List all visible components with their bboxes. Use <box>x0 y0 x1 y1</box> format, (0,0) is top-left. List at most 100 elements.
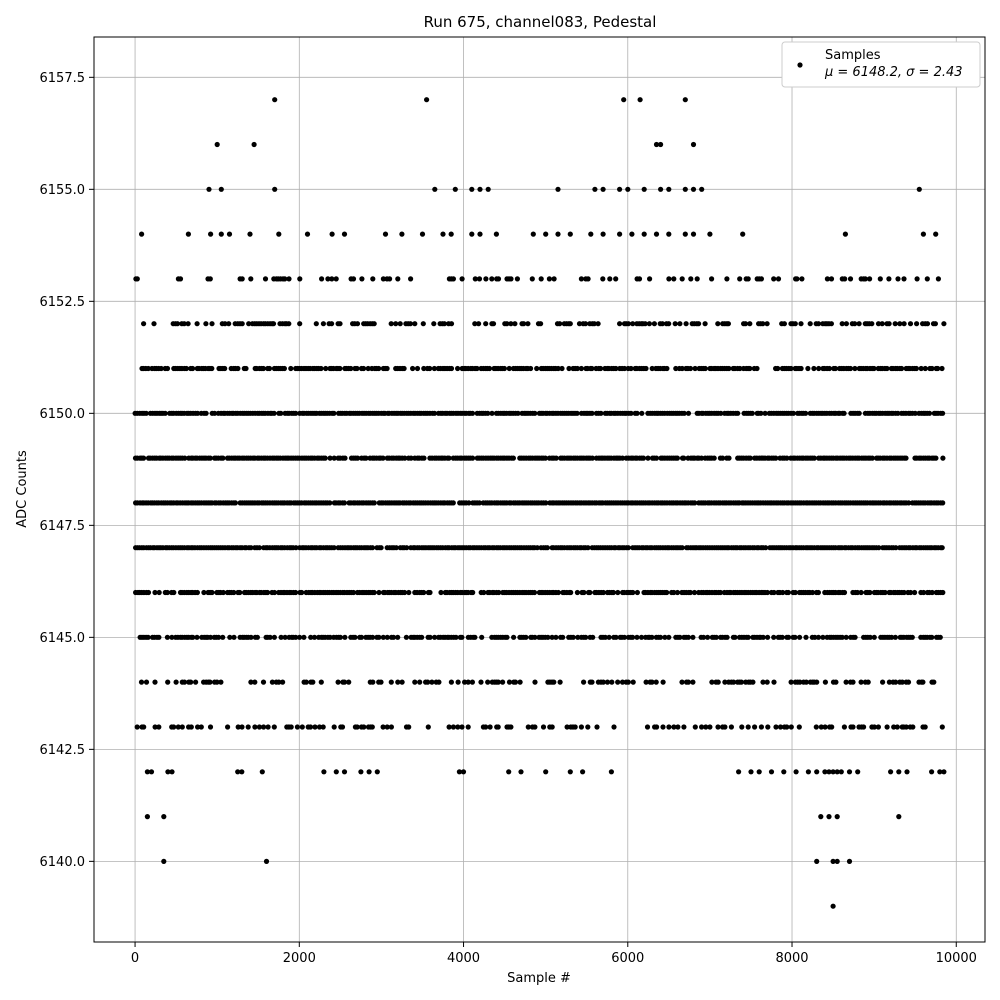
data-point <box>722 679 728 685</box>
data-point <box>903 455 909 461</box>
data-point <box>876 545 882 551</box>
data-point <box>479 634 485 640</box>
data-point <box>195 410 201 416</box>
x-tick-label: 10000 <box>936 951 977 966</box>
data-point <box>910 724 916 730</box>
data-point <box>666 634 672 640</box>
data-point <box>904 769 910 775</box>
data-point <box>194 321 200 327</box>
plot-frame <box>93 36 986 943</box>
data-point <box>341 500 347 506</box>
data-point <box>532 634 538 640</box>
data-point <box>531 589 538 596</box>
data-point <box>397 321 403 327</box>
data-point <box>742 321 749 327</box>
data-point <box>299 589 305 596</box>
data-point <box>271 410 277 416</box>
data-point <box>905 679 912 685</box>
data-point <box>725 321 732 327</box>
data-point <box>438 589 444 596</box>
x-tick-label: 2000 <box>283 951 316 966</box>
data-point <box>692 500 698 506</box>
data-point <box>546 276 553 282</box>
data-point <box>788 724 794 730</box>
data-point <box>465 679 471 685</box>
data-point <box>916 186 922 192</box>
data-point <box>694 276 700 282</box>
data-point <box>276 231 282 237</box>
data-point <box>590 634 596 640</box>
data-point <box>926 410 933 416</box>
data-point <box>501 365 507 372</box>
data-point <box>677 321 683 327</box>
data-point <box>320 724 326 730</box>
data-point <box>745 724 751 730</box>
data-point <box>403 634 409 640</box>
data-point <box>151 321 157 327</box>
data-point <box>646 321 653 327</box>
data-point <box>388 679 394 685</box>
data-point <box>745 634 751 640</box>
legend-box <box>781 41 981 88</box>
data-point <box>220 589 226 596</box>
data-point <box>354 365 360 372</box>
y-tick-label: 6147.5 <box>40 519 86 534</box>
data-point <box>545 634 551 640</box>
data-point <box>225 724 231 730</box>
data-point <box>158 365 164 372</box>
data-point <box>773 724 779 730</box>
data-point <box>248 679 254 685</box>
data-point <box>892 321 898 327</box>
data-point <box>643 365 649 372</box>
data-point <box>604 679 611 685</box>
data-point <box>350 589 357 596</box>
data-point <box>393 321 399 327</box>
data-point <box>692 365 698 372</box>
data-point <box>226 321 232 327</box>
data-point <box>856 410 862 416</box>
data-point <box>489 410 495 416</box>
data-point <box>841 724 848 730</box>
data-point <box>784 724 790 730</box>
data-point <box>869 455 875 461</box>
data-point <box>891 724 897 730</box>
data-point <box>748 769 754 775</box>
data-point <box>690 679 696 685</box>
data-point <box>495 276 502 282</box>
data-point <box>318 679 324 685</box>
data-point <box>839 321 845 327</box>
data-point <box>814 769 820 775</box>
data-point <box>843 634 849 640</box>
data-point <box>671 589 677 596</box>
data-point <box>329 321 335 327</box>
data-point <box>886 276 892 282</box>
data-point <box>937 634 943 640</box>
data-point <box>263 858 270 865</box>
data-point <box>850 679 856 685</box>
data-point <box>387 276 393 282</box>
data-point <box>690 141 697 148</box>
data-point <box>816 365 822 372</box>
data-point <box>327 634 333 640</box>
data-point <box>408 455 414 461</box>
data-point <box>826 769 832 775</box>
data-point <box>807 321 813 327</box>
data-point <box>459 276 465 282</box>
data-point <box>201 589 207 596</box>
data-point <box>534 365 540 372</box>
data-point <box>568 589 574 596</box>
data-point <box>341 769 348 775</box>
data-point <box>841 410 847 416</box>
data-point <box>882 589 888 596</box>
data-point <box>679 679 685 685</box>
data-point <box>792 321 798 327</box>
data-point <box>481 589 487 596</box>
data-point <box>818 724 824 730</box>
data-point <box>543 769 549 775</box>
data-point <box>410 365 416 372</box>
data-point <box>335 679 341 685</box>
data-point <box>312 724 318 730</box>
data-point <box>218 231 224 237</box>
data-point <box>260 679 267 685</box>
data-point <box>329 276 335 282</box>
